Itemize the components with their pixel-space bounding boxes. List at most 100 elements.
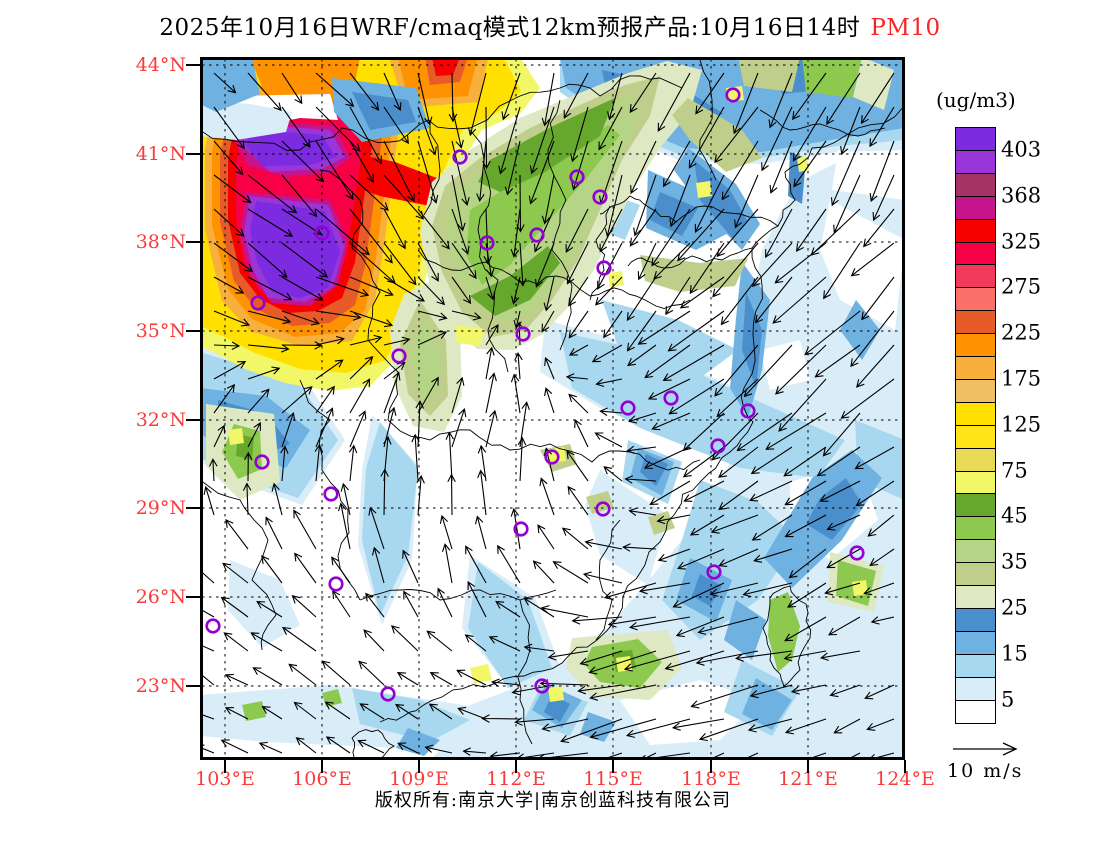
- colorbar-cell: [955, 310, 996, 335]
- wind-arrow: [281, 310, 321, 326]
- city-marker: [849, 545, 865, 561]
- wind-arrow: [448, 72, 458, 123]
- wind-arrow: [637, 242, 657, 281]
- wind-arrow: [840, 378, 895, 419]
- wind-arrow: [441, 543, 453, 584]
- wind-arrow: [203, 485, 215, 516]
- border-line: [469, 129, 509, 373]
- colorbar-tick-label: 35: [1001, 549, 1028, 574]
- contour-lemon-dots: [228, 86, 868, 702]
- wind-arrow: [823, 242, 861, 300]
- wind-arrow: [541, 310, 555, 333]
- island-outline: [351, 729, 395, 760]
- wind-arrow: [225, 518, 249, 550]
- wind-arrow: [863, 582, 895, 596]
- wind-arrow: [599, 407, 623, 416]
- wind-arrow: [824, 582, 861, 596]
- y-axis-label: 32°N: [135, 409, 186, 431]
- wind-arrow: [402, 549, 419, 584]
- wind-arrow: [213, 361, 247, 380]
- wind-arrow: [349, 355, 374, 380]
- wind-arrow: [349, 378, 371, 414]
- wind-arrow: [547, 650, 589, 661]
- wind-arrow: [281, 140, 325, 183]
- colorbar-tick-label: 45: [1001, 503, 1028, 528]
- wind-arrow: [213, 341, 241, 350]
- wind-arrow: [833, 718, 861, 734]
- wind-arrow: [213, 72, 237, 94]
- wind-arrow: [830, 140, 861, 207]
- colorbar-cell: [955, 195, 996, 220]
- wind-arrow: [247, 174, 298, 214]
- wind-arrow: [200, 668, 215, 686]
- wind-arrow: [247, 208, 294, 237]
- wind-arrow: [349, 174, 389, 211]
- wind-arrow: [672, 582, 725, 608]
- wind-arrow: [792, 72, 827, 121]
- city-marker: [205, 618, 221, 634]
- wind-arrow: [784, 718, 827, 735]
- colorbar-cell: [955, 424, 996, 449]
- wind-arrow: [599, 208, 623, 253]
- city-marker: [250, 295, 266, 311]
- wind-arrow: [213, 276, 245, 294]
- city-marker: [740, 403, 756, 419]
- wind-arrow: [315, 276, 370, 298]
- wind-arrow: [396, 671, 419, 686]
- wind-arrow: [200, 644, 215, 652]
- colorbar-tick-label: 15: [1001, 641, 1028, 666]
- wind-arrow: [213, 208, 245, 237]
- wind-arrow: [869, 106, 895, 148]
- wind-arrow: [622, 543, 657, 552]
- wind-arrow: [604, 174, 623, 238]
- colorbar-cell: [955, 676, 996, 701]
- wind-arrow: [315, 385, 335, 414]
- wind-arrow: [568, 310, 589, 339]
- wind-arrow: [775, 344, 827, 395]
- colorbar-cell: [955, 401, 996, 427]
- wind-arrow: [514, 717, 555, 726]
- wind-arrow: [523, 597, 555, 618]
- wind-arrow: [365, 592, 385, 618]
- wind-arrow: [662, 344, 725, 381]
- wind-arrow: [467, 580, 487, 618]
- forecast-map: [200, 57, 905, 760]
- wind-arrow: [331, 556, 351, 584]
- wind-arrow: [749, 684, 793, 699]
- wind-arrow: [566, 450, 589, 482]
- wind-arrow: [863, 208, 895, 248]
- plot-title: 2025年10月16日WRF/cmaq模式12km预报产品:10月16日14时 P…: [0, 8, 1100, 42]
- wind-arrow: [675, 616, 725, 638]
- wind-arrow: [481, 714, 521, 723]
- y-axis-tick: [186, 153, 200, 155]
- wind-arrow: [293, 509, 317, 550]
- wind-arrow: [783, 446, 827, 477]
- colorbar-tick-label: 368: [1001, 183, 1042, 208]
- wind-arrow: [213, 310, 250, 327]
- wind-arrow: [761, 106, 793, 172]
- wind-arrow: [445, 431, 454, 482]
- wind-arrow: [315, 208, 370, 256]
- wind-arrow: [223, 632, 249, 652]
- wind-arrow: [671, 718, 725, 731]
- city-marker: [710, 438, 726, 454]
- wind-arrow: [714, 106, 759, 164]
- colorbar-tick-label: 125: [1001, 412, 1042, 437]
- wind-arrow: [629, 208, 657, 247]
- wind-arrow: [451, 376, 465, 414]
- wind-arrow: [544, 387, 555, 414]
- wind-arrow: [424, 744, 453, 754]
- wind-arrow: [866, 718, 895, 731]
- wind-arrow: [747, 718, 793, 733]
- wind-arrow: [510, 373, 521, 414]
- wind-arrow: [324, 701, 351, 720]
- wind-arrow: [665, 276, 691, 316]
- wind-arrow: [628, 507, 657, 517]
- y-axis-tick: [186, 596, 200, 598]
- wind-arrow: [451, 174, 466, 232]
- wind-arrow: [630, 140, 657, 195]
- wind-arrow: [485, 372, 497, 414]
- wind-arrow: [383, 140, 415, 203]
- wind-arrow: [451, 208, 470, 255]
- colorbar-cell: [955, 127, 996, 152]
